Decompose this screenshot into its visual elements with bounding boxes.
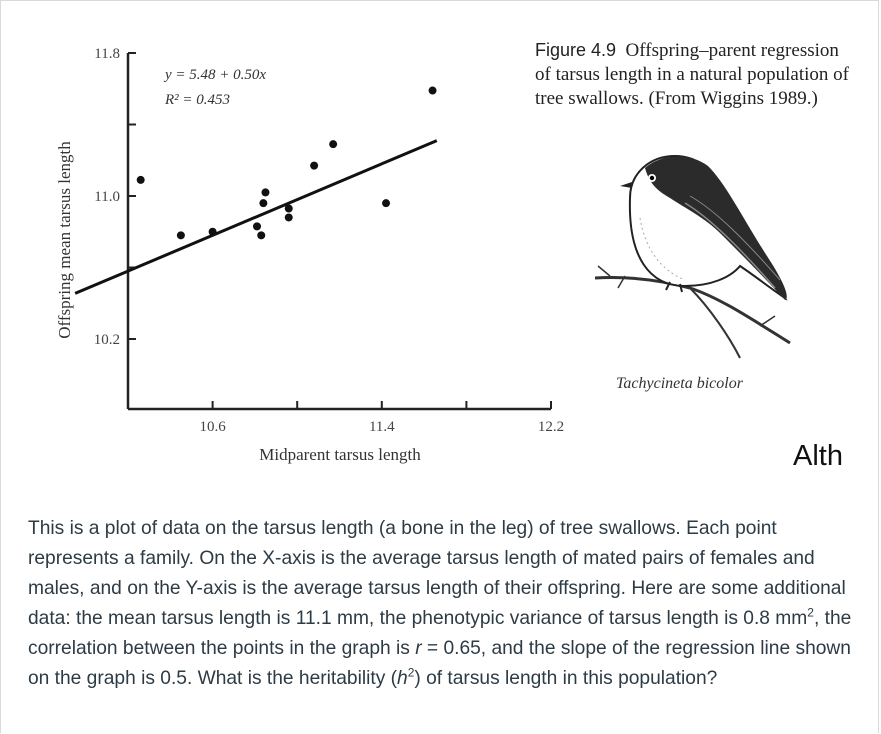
scatter-plot: 11.8 11.0 10.2 10.6 11.4 12.2 y = 5.48 + 0.50… bbox=[55, 46, 564, 464]
data-point bbox=[257, 231, 266, 240]
data-point bbox=[284, 204, 293, 213]
corner-label: Alth bbox=[793, 440, 843, 472]
data-point bbox=[310, 161, 319, 170]
question-text: This is a plot of data on the tarsus len… bbox=[28, 514, 863, 694]
swallow-illustration-icon bbox=[594, 154, 791, 359]
question-part-3: = 0.65, and the slope of the regression … bbox=[28, 638, 851, 689]
r-variable: r bbox=[415, 638, 422, 659]
data-point bbox=[136, 175, 145, 184]
regression-line-group bbox=[74, 139, 438, 295]
superscript-2: 2 bbox=[407, 665, 415, 680]
question-part-4: ) of tarsus length in this population? bbox=[414, 668, 718, 689]
question-part-1: This is a plot of data on the tarsus len… bbox=[28, 518, 846, 629]
question-part-2: , the correlation between the points in … bbox=[28, 608, 852, 659]
data-point bbox=[259, 199, 268, 208]
data-point bbox=[284, 213, 293, 222]
plot-points bbox=[136, 86, 437, 240]
superscript-1: 2 bbox=[807, 605, 814, 620]
regression-line bbox=[74, 139, 438, 295]
x-tick-label: 10.6 bbox=[199, 419, 226, 435]
figure-label: Figure 4.9 bbox=[535, 40, 617, 60]
y-tick-label: 11.8 bbox=[94, 46, 120, 62]
species-label: Tachycineta bicolor bbox=[616, 375, 743, 392]
data-point bbox=[428, 86, 437, 95]
r-squared-label: R² = 0.453 bbox=[164, 92, 230, 108]
x-tick-label: 11.4 bbox=[369, 419, 395, 435]
x-tick-label: 12.2 bbox=[538, 419, 564, 435]
data-point bbox=[329, 140, 338, 149]
x-axis-label: Midparent tarsus length bbox=[259, 445, 421, 464]
h-variable: h bbox=[397, 668, 408, 689]
y-tick-label: 10.2 bbox=[94, 332, 120, 348]
data-point bbox=[382, 199, 391, 208]
plot-axes bbox=[126, 53, 551, 411]
plot-ticks: 11.8 11.0 10.2 10.6 11.4 12.2 bbox=[94, 46, 564, 435]
figure-caption-text: Offspring–parent regression of tarsus le… bbox=[535, 40, 849, 109]
y-tick-label: 11.0 bbox=[94, 189, 120, 205]
regression-equation: y = 5.48 + 0.50x bbox=[163, 67, 266, 83]
data-point bbox=[176, 231, 185, 240]
y-axis-label: Offspring mean tarsus length bbox=[55, 141, 74, 339]
figure-caption: Figure 4.9 Offspring–parent regression o… bbox=[535, 38, 855, 111]
data-point bbox=[261, 188, 270, 197]
figure-area: 11.8 11.0 10.2 10.6 11.4 12.2 y = 5.48 + 0.50… bbox=[55, 38, 855, 472]
data-point bbox=[253, 222, 262, 231]
